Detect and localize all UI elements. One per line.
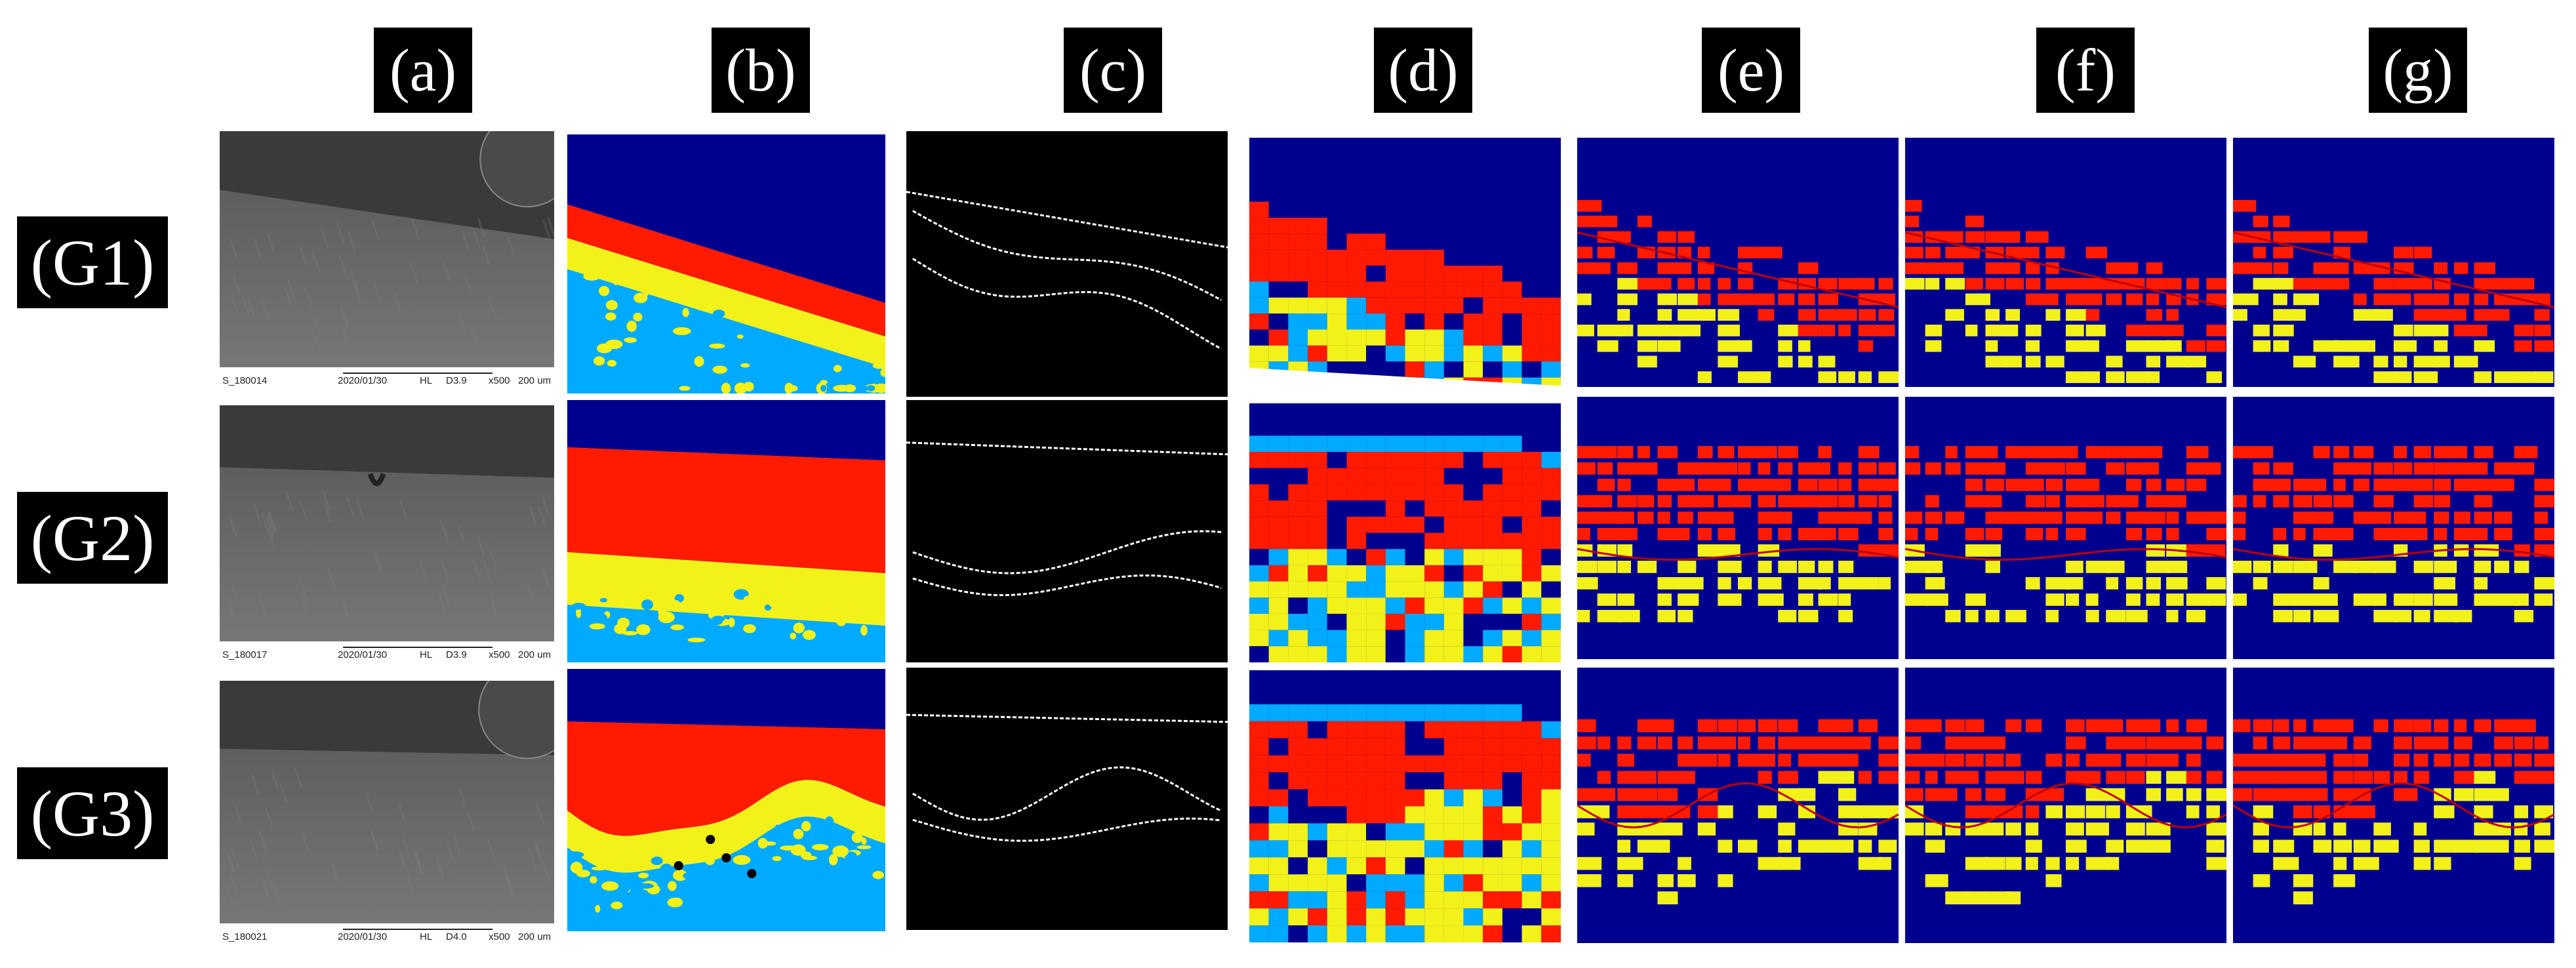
column-label-f: (f) — [2036, 28, 2135, 113]
sem-image-id: S_180017 — [222, 649, 268, 660]
sem-micrograph-g2: S_180017 2020/01/30 HL D3.9 x500 200 um — [220, 405, 554, 668]
sem-date: 2020/01/30 — [338, 375, 388, 386]
edge-map-g3 — [906, 668, 1228, 930]
overlay-g-g1 — [2233, 138, 2554, 387]
row-label-g2: (G2) — [17, 492, 168, 584]
sem-date: 2020/01/30 — [338, 649, 388, 660]
sem-caption-bar: S_180021 2020/01/30 HL D4.0 x500 200 um — [220, 923, 554, 950]
block-grid-g2 — [1249, 403, 1561, 662]
sem-scale: 200 um — [518, 649, 552, 660]
sem-detector: D4.0 — [446, 931, 467, 942]
sem-magnification: x500 — [489, 649, 510, 660]
column-label-d: (d) — [1374, 28, 1472, 113]
overlay-e-g1 — [1577, 138, 1899, 387]
segmentation-map-g3 — [567, 669, 885, 931]
column-label-b: (b) — [712, 28, 810, 113]
sem-mode: HL — [420, 649, 433, 660]
sem-scale-bar — [343, 647, 493, 648]
segmentation-map-g2 — [567, 400, 885, 662]
overlay-e-g2 — [1577, 397, 1899, 659]
edge-map-g2 — [906, 400, 1228, 662]
sem-scale: 200 um — [518, 375, 552, 386]
sem-date: 2020/01/30 — [338, 931, 388, 942]
block-grid-g1 — [1249, 138, 1561, 393]
sem-micrograph-g3: S_180021 2020/01/30 HL D4.0 x500 200 um — [220, 681, 554, 950]
sem-image-id: S_180014 — [222, 375, 268, 386]
overlay-g-g3 — [2233, 668, 2554, 943]
row-label-g3: (G3) — [17, 767, 168, 859]
overlay-f-g3 — [1905, 668, 2226, 943]
overlay-f-g2 — [1905, 397, 2226, 659]
column-label-g: (g) — [2369, 28, 2467, 113]
sem-detector: D3.9 — [446, 375, 467, 386]
column-label-a: (a) — [374, 28, 472, 113]
segmentation-map-g1 — [567, 134, 885, 393]
sem-scale-bar — [343, 373, 493, 374]
sem-scale-bar — [343, 929, 493, 930]
block-grid-g3 — [1249, 670, 1561, 942]
sem-mode: HL — [420, 931, 433, 942]
sem-magnification: x500 — [489, 931, 510, 942]
column-label-c: (c) — [1064, 28, 1162, 113]
column-label-e: (e) — [1702, 28, 1800, 113]
overlay-e-g3 — [1577, 668, 1899, 943]
sem-micrograph-g1: S_180014 2020/01/30 HL D3.9 x500 200 um — [220, 131, 554, 393]
sem-image-id: S_180021 — [222, 931, 268, 942]
sem-scale: 200 um — [518, 931, 552, 942]
sem-mode: HL — [420, 375, 433, 386]
row-label-g1: (G1) — [17, 216, 168, 308]
sem-detector: D3.9 — [446, 649, 467, 660]
overlay-f-g1 — [1905, 138, 2226, 387]
sem-magnification: x500 — [489, 375, 510, 386]
sem-caption-bar: S_180014 2020/01/30 HL D3.9 x500 200 um — [220, 367, 554, 393]
overlay-g-g2 — [2233, 397, 2554, 659]
edge-map-g1 — [906, 131, 1228, 397]
sem-caption-bar: S_180017 2020/01/30 HL D3.9 x500 200 um — [220, 641, 554, 668]
